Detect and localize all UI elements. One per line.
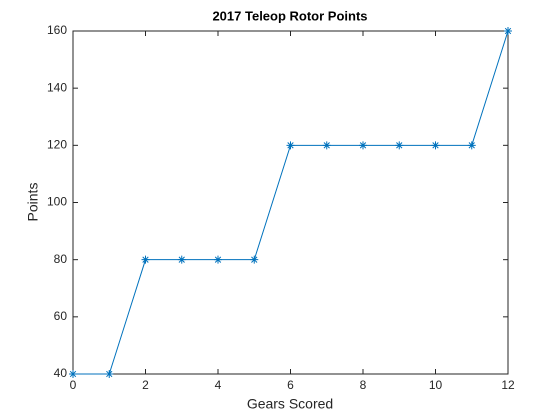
y-tick-label: 40 xyxy=(54,366,68,380)
x-tick-label: 4 xyxy=(215,378,222,392)
x-tick-label: 12 xyxy=(501,378,515,392)
marker xyxy=(141,255,150,264)
marker xyxy=(504,27,512,35)
y-axis-label: Points xyxy=(25,183,41,222)
marker xyxy=(467,141,476,150)
plot-area xyxy=(73,31,508,374)
marker xyxy=(431,141,440,150)
y-tick-label: 160 xyxy=(47,23,67,37)
marker xyxy=(286,141,295,150)
y-tick-label: 100 xyxy=(47,195,67,209)
x-tick-label: 2 xyxy=(142,378,149,392)
marker xyxy=(105,370,114,378)
marker xyxy=(250,255,259,264)
x-axis-label: Gears Scored xyxy=(247,396,333,412)
y-tick-label: 60 xyxy=(54,309,68,323)
marker xyxy=(69,370,77,378)
x-tick-label: 6 xyxy=(287,378,294,392)
x-tick-label: 0 xyxy=(70,378,77,392)
y-tick-label: 120 xyxy=(47,138,67,152)
marker xyxy=(359,141,367,150)
marker xyxy=(214,255,222,264)
y-tick-label: 140 xyxy=(47,80,67,94)
axes-box xyxy=(72,30,509,375)
x-tick-label: 8 xyxy=(360,378,367,392)
marker xyxy=(322,141,331,150)
chart-title: 2017 Teleop Rotor Points xyxy=(212,8,367,23)
marker xyxy=(177,255,186,264)
x-tick-label: 10 xyxy=(429,378,443,392)
y-tick-label: 80 xyxy=(54,252,68,266)
marker xyxy=(395,141,404,150)
